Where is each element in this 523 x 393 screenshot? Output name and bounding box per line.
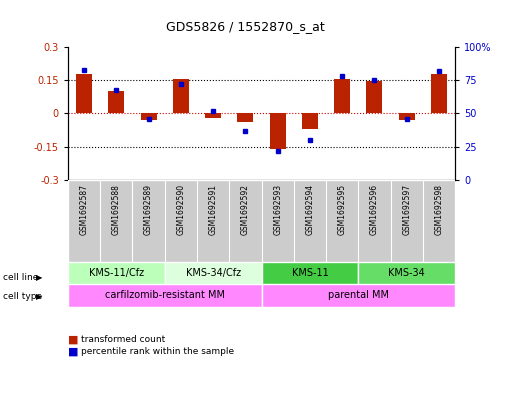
Text: KMS-34: KMS-34 — [388, 268, 425, 278]
Text: GSM1692592: GSM1692592 — [241, 184, 250, 235]
Bar — [141, 114, 157, 120]
Text: ■: ■ — [68, 335, 78, 345]
Text: parental MM: parental MM — [328, 290, 389, 301]
Bar — [399, 114, 415, 120]
Bar — [76, 73, 92, 114]
Text: transformed count: transformed count — [81, 336, 165, 344]
Bar — [205, 114, 221, 118]
Bar — [237, 114, 254, 122]
Bar — [334, 79, 350, 114]
Bar — [68, 263, 165, 285]
Bar — [358, 263, 455, 285]
Text: cell type: cell type — [3, 292, 42, 301]
Bar — [366, 81, 382, 114]
Text: GSM1692597: GSM1692597 — [402, 184, 411, 235]
Bar — [269, 114, 286, 149]
Text: GSM1692590: GSM1692590 — [176, 184, 185, 235]
Text: GSM1692593: GSM1692593 — [273, 184, 282, 235]
Text: ▶: ▶ — [36, 273, 42, 281]
Bar — [302, 114, 318, 129]
Text: cell line: cell line — [3, 273, 38, 281]
Bar — [431, 73, 447, 114]
Text: ▶: ▶ — [36, 292, 42, 301]
Text: GSM1692588: GSM1692588 — [112, 184, 121, 235]
Text: KMS-11: KMS-11 — [291, 268, 328, 278]
Bar — [68, 285, 262, 307]
Text: GSM1692587: GSM1692587 — [79, 184, 88, 235]
Text: GSM1692591: GSM1692591 — [209, 184, 218, 235]
Text: percentile rank within the sample: percentile rank within the sample — [81, 347, 234, 356]
Text: GSM1692589: GSM1692589 — [144, 184, 153, 235]
Bar — [173, 79, 189, 114]
Bar — [108, 91, 124, 114]
Bar — [262, 285, 455, 307]
Bar — [262, 263, 358, 285]
Text: carfilzomib-resistant MM: carfilzomib-resistant MM — [105, 290, 225, 301]
Text: KMS-11/Cfz: KMS-11/Cfz — [89, 268, 144, 278]
Text: GSM1692596: GSM1692596 — [370, 184, 379, 235]
Text: GSM1692594: GSM1692594 — [305, 184, 314, 235]
Text: KMS-34/Cfz: KMS-34/Cfz — [186, 268, 241, 278]
Bar — [165, 263, 262, 285]
Text: GSM1692595: GSM1692595 — [338, 184, 347, 235]
Text: ■: ■ — [68, 347, 78, 357]
Text: GSM1692598: GSM1692598 — [435, 184, 444, 235]
Text: GDS5826 / 1552870_s_at: GDS5826 / 1552870_s_at — [166, 20, 325, 33]
